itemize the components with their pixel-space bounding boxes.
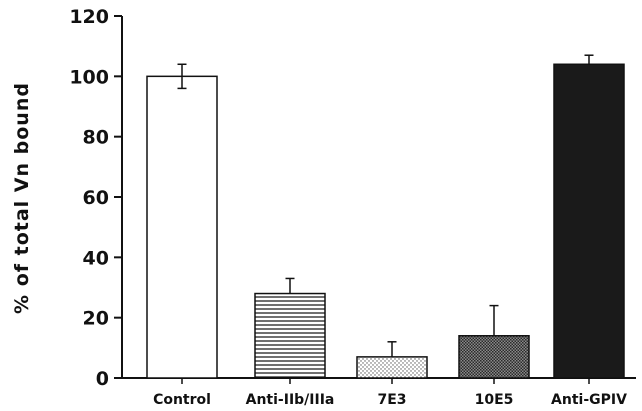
x-tick-label: Anti-GPIV [551,392,627,408]
y-tick-label: 120 [69,6,109,28]
y-tick-label: 40 [83,247,109,269]
y-tick-labels: 0 20 40 60 80 100 120 [69,6,109,390]
x-tick-label: Control [153,392,211,408]
x-tick-label: 7E3 [377,392,406,408]
y-tick-label: 100 [69,66,109,88]
y-axis [114,15,123,379]
x-axis [122,377,636,384]
x-tick-label: Anti-IIb/IIIa [246,392,335,408]
bar-anti-iib-iiia [254,292,326,379]
y-tick-label: 60 [83,187,109,209]
y-tick-label: 0 [96,368,109,390]
bar-7e3 [356,356,428,379]
x-tick-label: 10E5 [475,392,514,408]
x-tick-labels: Control Anti-IIb/IIIa 7E3 10E5 Anti-GPIV [153,392,627,408]
y-tick-label: 20 [83,308,109,330]
bar-10e5 [458,335,530,379]
y-tick-label: 80 [83,127,109,149]
bar-control [146,75,218,379]
error-bars [177,54,594,357]
y-axis-title: % of total Vn bound [11,82,33,314]
bar-anti-gpiv [553,63,625,379]
bars [146,63,625,379]
